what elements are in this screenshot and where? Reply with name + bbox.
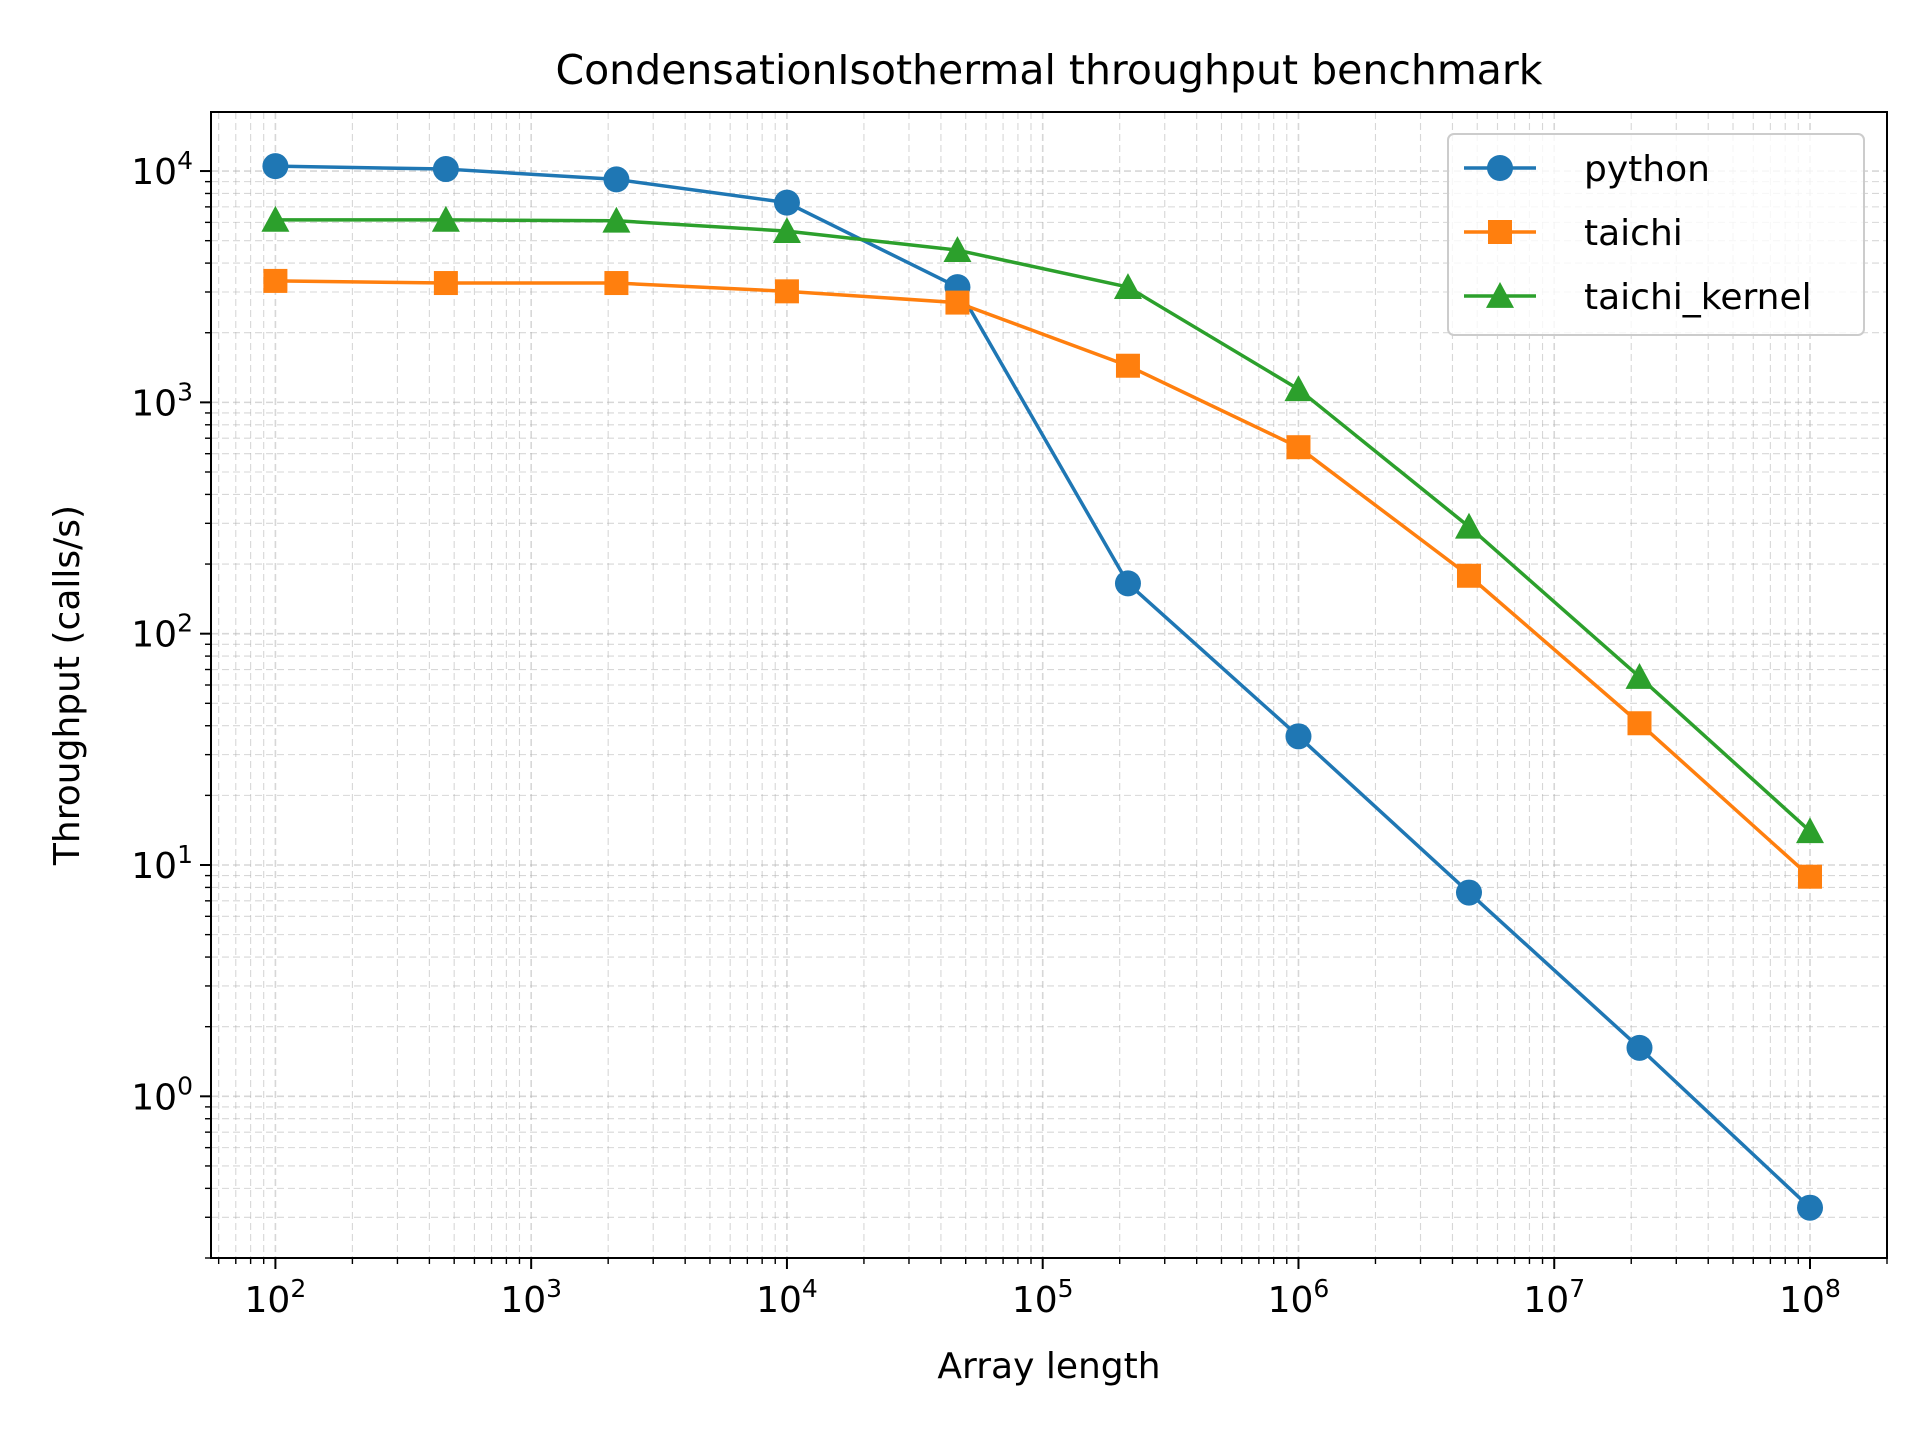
x-tick-label: 108 [1779, 1274, 1841, 1321]
series-line-taichi [275, 279, 1812, 879]
legend-item-python: python [1464, 149, 1710, 190]
data-point-taichi_kernel [1284, 375, 1313, 402]
series-python [262, 153, 1824, 1221]
x-tick-exponent: 3 [546, 1274, 562, 1303]
x-tick-label: 107 [1523, 1274, 1585, 1321]
series-taichi_kernel [261, 205, 1825, 844]
data-point-python [1285, 723, 1312, 750]
y-tick-base: 10 [131, 152, 177, 193]
legend-box [1447, 133, 1865, 336]
legend: python taichi taichi_kernel [1447, 133, 1865, 336]
data-point-taichi [263, 268, 288, 293]
data-point-taichi_kernel [772, 217, 801, 244]
data-point-taichi [1115, 353, 1140, 378]
plot-frame [210, 111, 1888, 1259]
data-point-python [262, 153, 289, 180]
series-line-python [275, 164, 1812, 1209]
data-point-taichi_kernel [602, 206, 631, 233]
x-tick-exponent: 4 [802, 1274, 818, 1303]
data-point-taichi_kernel [1113, 273, 1142, 299]
legend-item-taichi: taichi [1464, 213, 1683, 254]
data-point-taichi [1798, 864, 1823, 889]
y-tick-base: 10 [131, 846, 177, 887]
y-axis-label: Throughput (calls/s) [47, 505, 88, 866]
data-point-taichi [1456, 563, 1481, 588]
legend-label: taichi_kernel [1584, 277, 1812, 318]
series-layer [261, 153, 1825, 1221]
series-taichi [263, 268, 1823, 889]
x-tick-base: 10 [500, 1280, 546, 1321]
data-point-taichi_kernel [1454, 512, 1483, 539]
data-point-python [1797, 1194, 1824, 1221]
legend-marker [1488, 220, 1512, 244]
y-tick-exponent: 4 [177, 146, 193, 175]
y-tick-exponent: 3 [177, 377, 193, 406]
x-tick-base: 10 [1779, 1280, 1825, 1321]
x-axis-ticks: 102 103 104 105 106 107 108 [217, 1258, 1888, 1321]
x-tick-exponent: 7 [1569, 1274, 1585, 1303]
y-tick-label: 101 [131, 840, 193, 887]
legend-marker [1486, 282, 1514, 308]
data-point-python [603, 166, 630, 193]
data-point-taichi [604, 271, 629, 296]
legend-label: taichi [1584, 213, 1683, 254]
x-tick-base: 10 [1012, 1280, 1058, 1321]
legend-label: python [1584, 149, 1710, 190]
x-axis-label: Array length [937, 1346, 1160, 1387]
data-point-taichi [945, 290, 970, 315]
y-tick-label: 102 [131, 609, 193, 656]
data-point-taichi_kernel [1796, 817, 1825, 844]
x-tick-label: 105 [1012, 1274, 1074, 1321]
y-tick-base: 10 [131, 1077, 177, 1118]
y-tick-base: 10 [131, 615, 177, 656]
data-point-taichi_kernel [943, 236, 972, 263]
x-tick-base: 10 [1523, 1280, 1569, 1321]
data-point-python [773, 189, 800, 216]
x-tick-exponent: 8 [1825, 1274, 1841, 1303]
data-point-taichi [433, 271, 458, 296]
x-tick-base: 10 [756, 1280, 802, 1321]
data-point-python [1114, 570, 1141, 597]
legend-item-taichi_kernel: taichi_kernel [1464, 277, 1812, 318]
x-tick-base: 10 [245, 1280, 291, 1321]
series-line-taichi_kernel [275, 218, 1812, 833]
data-point-python [1626, 1034, 1653, 1061]
y-tick-exponent: 1 [177, 840, 193, 869]
y-tick-base: 10 [131, 383, 177, 424]
y-tick-label: 104 [131, 146, 193, 193]
y-tick-label: 100 [131, 1071, 193, 1118]
y-tick-exponent: 0 [177, 1071, 193, 1100]
y-tick-exponent: 2 [177, 609, 193, 638]
data-point-taichi [1286, 435, 1311, 460]
x-tick-label: 103 [500, 1274, 562, 1321]
data-point-taichi_kernel [1625, 662, 1654, 689]
chart-title: CondensationIsothermal throughput benchm… [555, 46, 1542, 94]
data-point-taichi_kernel [261, 205, 290, 232]
x-tick-exponent: 2 [290, 1274, 306, 1303]
y-tick-label: 103 [131, 377, 193, 424]
legend-marker [1487, 155, 1513, 181]
x-tick-base: 10 [1268, 1280, 1314, 1321]
data-point-taichi [774, 279, 799, 304]
x-tick-label: 104 [756, 1274, 818, 1321]
data-point-taichi [1627, 711, 1652, 736]
data-point-taichi_kernel [431, 205, 460, 232]
x-tick-label: 102 [245, 1274, 307, 1321]
x-tick-exponent: 5 [1058, 1274, 1074, 1303]
x-tick-exponent: 6 [1313, 1274, 1329, 1303]
data-point-python [432, 156, 459, 183]
data-point-python [1455, 879, 1482, 906]
x-tick-label: 106 [1268, 1274, 1330, 1321]
